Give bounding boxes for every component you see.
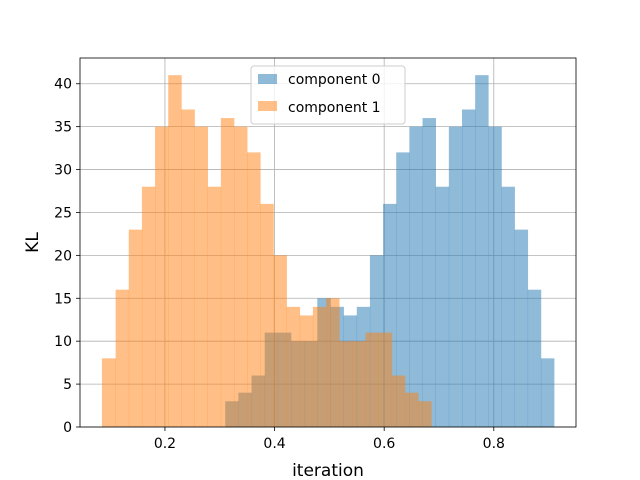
bar-component-0 bbox=[514, 229, 529, 427]
bar-component-1 bbox=[378, 332, 393, 427]
bar-component-1 bbox=[128, 229, 143, 427]
bar-component-0 bbox=[448, 126, 463, 428]
bar-component-0 bbox=[540, 358, 555, 427]
legend-swatch-component-1 bbox=[258, 101, 277, 111]
bar-component-0 bbox=[462, 109, 476, 427]
x-tick-label: 0.6 bbox=[373, 436, 395, 452]
bar-component-1 bbox=[101, 358, 116, 427]
bar-component-0 bbox=[475, 75, 489, 428]
bar-component-0 bbox=[422, 118, 436, 428]
bar-component-1 bbox=[194, 126, 208, 428]
x-axis-label: iteration bbox=[292, 461, 364, 480]
bar-component-0 bbox=[435, 186, 450, 427]
legend-box bbox=[250, 65, 406, 125]
legend-label-component-0: component 0 bbox=[288, 72, 381, 88]
x-tick-label: 0.4 bbox=[263, 436, 285, 452]
bar-component-1 bbox=[365, 332, 379, 427]
legend-swatch-component-0 bbox=[258, 74, 277, 84]
bar-component-1 bbox=[207, 186, 222, 427]
y-tick-label: 40 bbox=[54, 77, 72, 93]
bar-component-1 bbox=[299, 315, 314, 427]
y-tick-label: 0 bbox=[63, 420, 72, 436]
bar-component-1 bbox=[405, 392, 419, 427]
x-tick-label: 0.2 bbox=[154, 436, 176, 452]
bar-component-0 bbox=[488, 126, 502, 428]
bar-component-0 bbox=[396, 152, 410, 427]
legend-label-component-1: component 1 bbox=[288, 100, 381, 116]
bar-component-1 bbox=[155, 126, 169, 428]
bar-component-1 bbox=[339, 341, 353, 427]
y-tick-label: 30 bbox=[54, 163, 72, 179]
y-tick-label: 20 bbox=[54, 248, 72, 264]
bar-component-1 bbox=[220, 118, 235, 428]
y-tick-label: 10 bbox=[54, 334, 72, 350]
bar-component-1 bbox=[326, 298, 340, 427]
bar-component-1 bbox=[141, 186, 156, 427]
bar-component-1 bbox=[181, 109, 195, 427]
bar-component-1 bbox=[115, 289, 130, 427]
y-tick-label: 35 bbox=[54, 120, 72, 136]
x-tick-label: 0.8 bbox=[483, 436, 505, 452]
bar-component-1 bbox=[418, 401, 432, 427]
bar-component-0 bbox=[501, 186, 515, 427]
y-axis-label: KL bbox=[23, 232, 43, 253]
plot-frame bbox=[79, 57, 577, 428]
bar-component-0 bbox=[527, 289, 542, 427]
bar-component-1 bbox=[352, 341, 366, 427]
bar-component-1 bbox=[234, 126, 248, 428]
y-tick-label: 15 bbox=[54, 291, 72, 307]
bar-component-0 bbox=[409, 126, 423, 428]
histogram-bars bbox=[101, 75, 555, 428]
bar-component-1 bbox=[260, 203, 274, 427]
axis-ticks: 0.2 0.4 0.6 0.8 0 5 10 15 20 25 30 35 40 bbox=[54, 77, 505, 452]
bar-component-1 bbox=[247, 152, 261, 427]
legend: component 0 component 1 bbox=[250, 65, 406, 125]
series-component-1 bbox=[101, 75, 432, 428]
y-tick-label: 5 bbox=[63, 377, 72, 393]
bar-component-1 bbox=[286, 306, 301, 427]
y-tick-label: 25 bbox=[54, 205, 72, 221]
bar-component-1 bbox=[391, 375, 406, 427]
bar-component-1 bbox=[273, 255, 287, 427]
bar-component-1 bbox=[168, 75, 182, 428]
bar-component-1 bbox=[312, 306, 327, 427]
